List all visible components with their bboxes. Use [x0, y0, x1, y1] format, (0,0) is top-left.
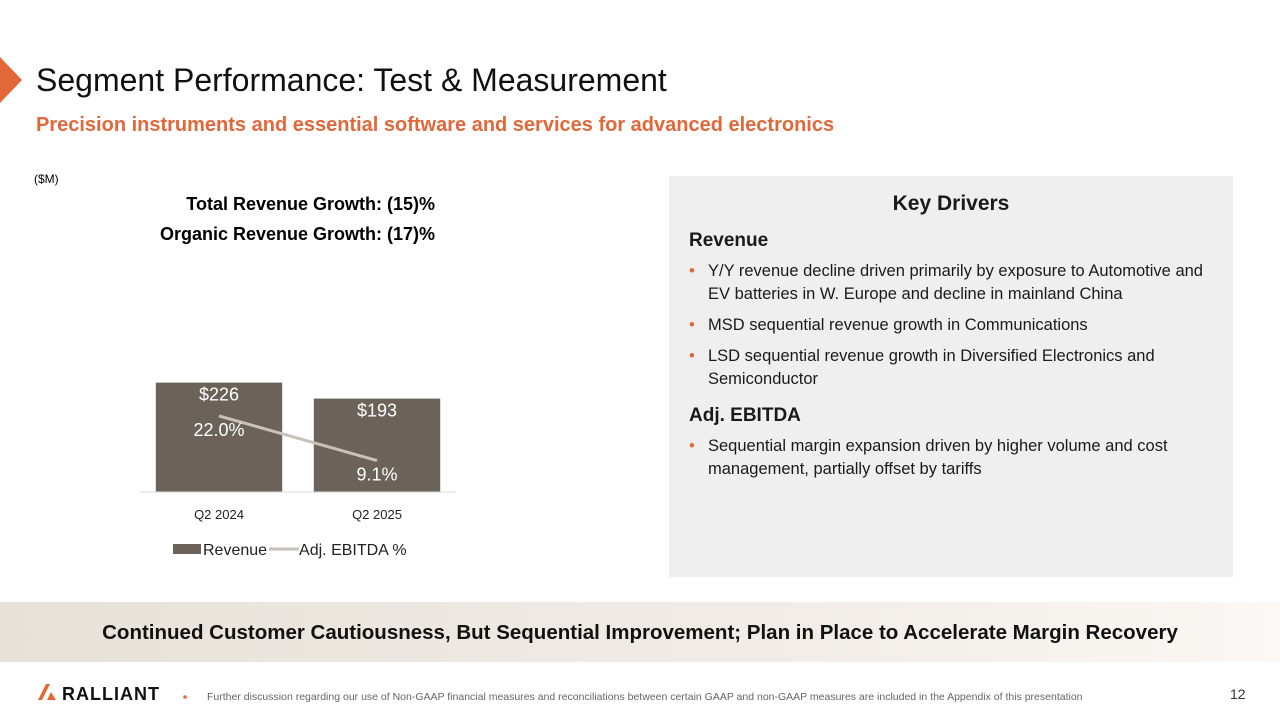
- page-number: 12: [1230, 686, 1246, 702]
- x-tick-label: Q2 2024: [194, 507, 244, 522]
- subtitle: Precision instruments and essential soft…: [36, 114, 835, 136]
- legend-label: Adj. EBITDA %: [299, 542, 407, 559]
- key-drivers-box: Key Drivers Revenue Y/Y revenue decline d…: [669, 176, 1233, 577]
- bullet: Sequential margin expansion driven by hi…: [689, 435, 1213, 481]
- title: Segment Performance: Test & Measurement: [36, 62, 667, 98]
- bullet: MSD sequential revenue growth in Communi…: [689, 314, 1213, 337]
- logo: RALLIANT: [62, 684, 160, 704]
- x-tick-label: Q2 2025: [352, 507, 402, 522]
- bar: [155, 382, 283, 492]
- annotation: Total Revenue Growth: (15)%: [186, 194, 435, 214]
- footnote-bullet: [183, 695, 187, 699]
- bullet: LSD sequential revenue growth in Diversi…: [689, 345, 1213, 391]
- unit-label: ($M): [34, 172, 59, 186]
- key-drivers-sections: Revenue Y/Y revenue decline driven primar…: [669, 230, 1233, 489]
- key-drivers-title: Key Drivers: [892, 192, 1010, 215]
- logo-icon: [38, 684, 56, 700]
- banner: Continued Customer Cautiousness, But Seq…: [0, 602, 1280, 662]
- bullet: Y/Y revenue decline driven primarily by …: [689, 260, 1213, 306]
- legend-swatch: [173, 544, 201, 554]
- data-label: 9.1%: [356, 465, 397, 485]
- data-label: $226: [199, 385, 239, 405]
- legend-label: Revenue: [203, 542, 267, 559]
- annotation: Organic Revenue Growth: (17)%: [160, 224, 435, 244]
- footnote: Further discussion regarding our use of …: [207, 691, 1083, 703]
- section-heading: Adj. EBITDA: [689, 405, 801, 426]
- section-heading: Revenue: [689, 230, 769, 251]
- bar: [313, 398, 441, 492]
- data-label: $193: [357, 401, 397, 421]
- line: [218, 414, 378, 462]
- accent-arrow: [0, 57, 22, 103]
- banner-text: Continued Customer Cautiousness, But Seq…: [102, 621, 1178, 644]
- data-label: 22.0%: [193, 420, 244, 440]
